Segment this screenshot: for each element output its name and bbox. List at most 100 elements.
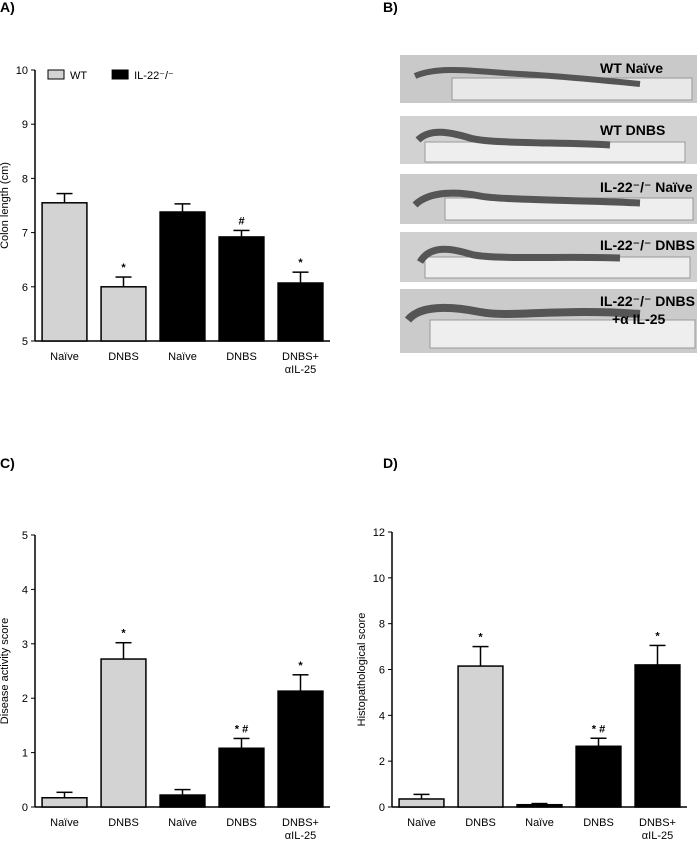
x-tick-label-line: Naïve [50,351,79,363]
x-tick-label-line: Naïve [50,817,79,829]
bar [516,803,563,808]
y-tick-label: 10 [16,65,28,77]
ruler [429,319,696,349]
error-bar [56,791,73,798]
legend-swatch [47,69,65,80]
significance-label: * # [235,723,248,735]
x-tick-label: Naïve [407,817,436,829]
significance-label: * [121,628,126,640]
bar [277,282,324,342]
x-tick-label-line: DNBS [108,817,139,829]
photo-label-line: +α IL-25 [612,311,666,327]
x-tick-label-line: DNBS [226,351,257,363]
x-tick-label: DNBS [108,351,139,363]
photo-label-line: IL-22⁻/⁻ DNBS [600,237,695,253]
x-tick-label-line: Naïve [168,351,197,363]
error-bar [649,644,666,665]
x-tick-label-line: Naïve [525,817,554,829]
bar [100,658,147,808]
x-tick-label: DNBS [583,817,614,829]
y-axis-label: Disease activity score [0,618,11,724]
photo-label: IL-22⁻/⁻ DNBS [600,237,695,253]
photo-label-line: WT DNBS [600,122,665,138]
photo-label-line: WT Naïve [600,60,663,76]
y-tick-label: 8 [379,619,385,631]
y-tick-label: 3 [22,639,28,651]
error-bar [531,802,548,805]
bar [634,664,681,808]
panel-label: A) [0,0,15,15]
y-tick-label: 6 [22,282,28,294]
x-tick-label-line: αIL-25 [642,830,673,842]
y-tick-label: 9 [22,119,28,131]
error-bar [174,203,191,213]
y-tick-label: 2 [379,756,385,768]
x-tick-label: Naïve [525,817,554,829]
x-tick-label: DNBS+ αIL-25 [282,817,319,842]
y-tick-label: 0 [379,802,385,814]
bar [398,798,445,808]
y-tick-label: 1 [22,748,28,760]
bar [100,286,147,342]
photo-label: IL-22⁻/⁻ DNBS +α IL-25 [600,293,695,327]
significance-label: * # [592,723,605,735]
x-tick-label-line: αIL-25 [285,364,316,376]
y-tick-label: 7 [22,228,28,240]
x-tick-label-line: DNBS [226,817,257,829]
panel-label: D) [383,455,398,471]
y-tick-label: 5 [22,530,28,542]
photo-label: WT Naïve [600,60,663,76]
colon [404,303,641,323]
x-tick-label: Naïve [50,351,79,363]
y-tick-label: 2 [22,693,28,705]
x-tick-label-line: Naïve [407,817,436,829]
significance-label: * [298,257,303,269]
y-tick-label: 4 [379,710,385,722]
bar [41,797,88,808]
photo-label: WT DNBS [600,122,665,138]
y-axis-label: Colon length (cm) [0,162,11,249]
error-bar [174,788,191,796]
bar [457,665,504,808]
x-tick-label-line: DNBS+ [639,817,676,829]
x-tick-label-line: DNBS [465,817,496,829]
photo-label-line: IL-22⁻/⁻ DNBS [600,293,695,309]
panel-label: C) [0,455,15,471]
ruler [451,77,693,101]
significance-label: * [298,660,303,672]
y-tick-label: 0 [22,802,28,814]
panel-label: B) [383,0,398,15]
photo-panel [400,55,697,353]
error-bar [56,192,73,203]
significance-label: * [121,262,126,274]
error-bar [233,229,250,237]
colon [416,245,621,265]
x-tick-label-line: DNBS+ [282,817,319,829]
colon [412,189,641,208]
significance-label: * [478,632,483,644]
x-tick-label-line: αIL-25 [285,830,316,842]
y-tick-label: 12 [373,527,385,539]
bar [159,794,206,808]
significance-label: * [655,630,660,642]
error-bar [292,271,309,284]
error-bar [472,645,489,667]
significance-label: # [238,215,244,227]
bar [41,202,88,342]
colon [415,128,611,149]
photo-label: IL-22⁻/⁻ Naïve [600,179,693,195]
error-bar [115,641,132,660]
x-tick-label-line: DNBS [108,351,139,363]
x-tick-label: DNBS+ αIL-25 [639,817,676,842]
y-tick-label: 5 [22,336,28,348]
x-tick-label: DNBS [226,817,257,829]
x-tick-label: DNBS [465,817,496,829]
y-tick-label: 6 [379,665,385,677]
bar [575,745,622,808]
x-tick-label: DNBS+ αIL-25 [282,351,319,376]
bar [218,236,265,342]
x-tick-label: Naïve [50,817,79,829]
bar [218,747,265,808]
x-tick-label: DNBS [108,817,139,829]
